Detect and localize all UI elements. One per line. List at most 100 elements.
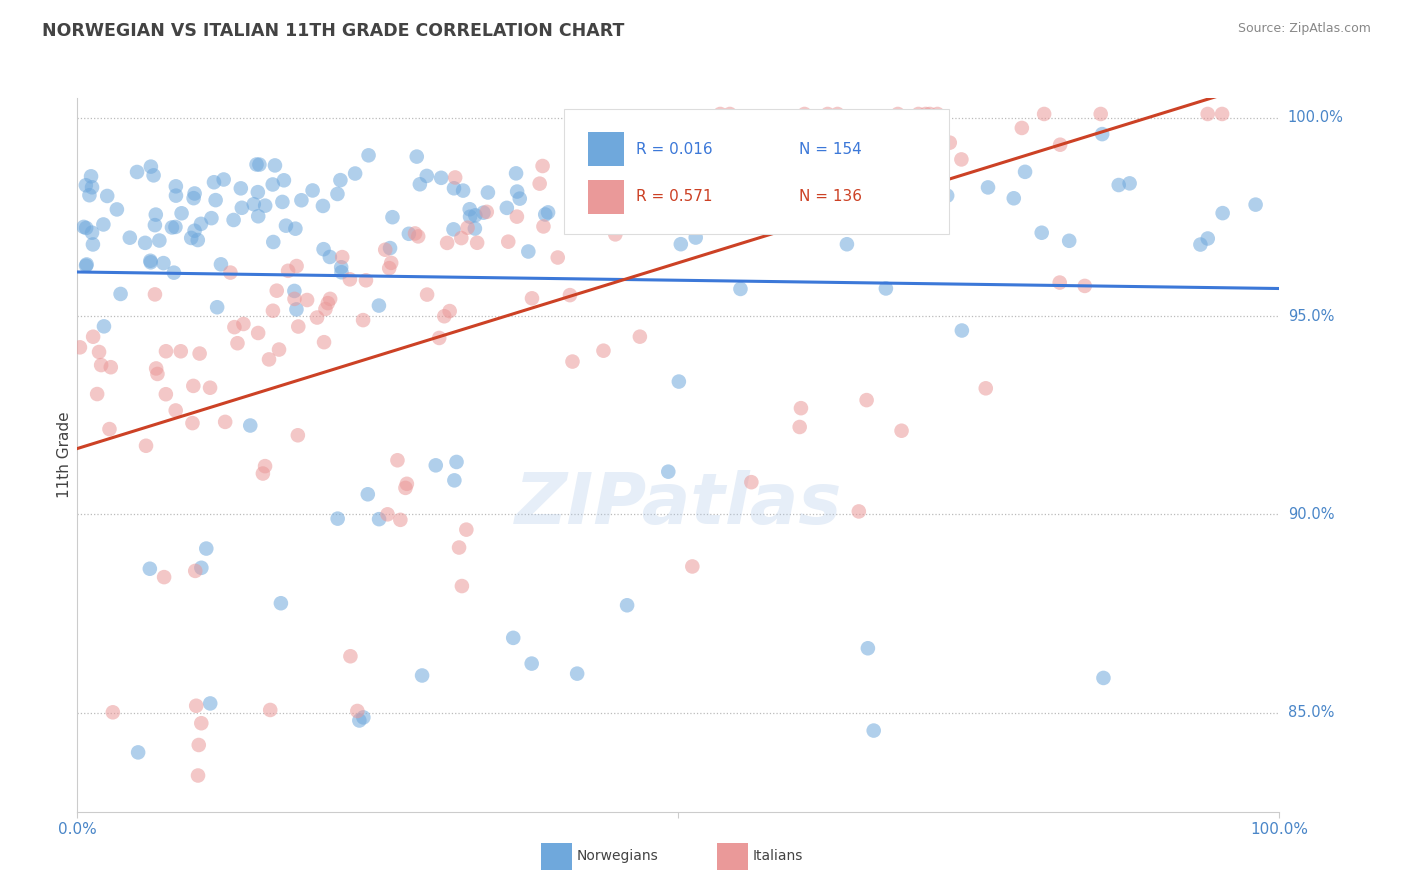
Point — [148, 234, 170, 248]
Point — [472, 205, 495, 219]
Y-axis label: 11th Grade: 11th Grade — [56, 411, 72, 499]
Point — [155, 344, 177, 359]
Point — [406, 229, 429, 244]
Point — [98, 422, 121, 436]
Point — [1189, 237, 1212, 252]
Point — [139, 562, 162, 576]
Point — [692, 150, 714, 164]
Point — [187, 233, 209, 247]
Point — [533, 219, 555, 234]
Point — [752, 153, 775, 168]
Point — [1014, 165, 1036, 179]
Point — [517, 244, 540, 259]
Point — [145, 361, 167, 376]
Point — [229, 181, 252, 195]
Point — [163, 266, 186, 280]
Point — [69, 340, 91, 354]
Point — [914, 107, 936, 121]
Point — [245, 157, 267, 171]
Point — [918, 107, 941, 121]
Point — [93, 218, 115, 232]
Point — [110, 287, 132, 301]
Point — [1197, 231, 1219, 245]
Point — [214, 415, 236, 429]
Point — [644, 179, 666, 194]
Point — [368, 299, 391, 313]
Point — [927, 107, 949, 121]
Point — [592, 343, 614, 358]
Point — [231, 201, 253, 215]
Point — [224, 320, 246, 334]
Point — [75, 178, 97, 193]
Point — [446, 455, 468, 469]
Point — [329, 173, 352, 187]
Point — [284, 221, 307, 235]
Point — [789, 420, 811, 434]
Point — [589, 191, 612, 205]
Point — [287, 428, 309, 442]
Point — [1108, 178, 1130, 192]
Point — [496, 235, 519, 249]
Point — [1212, 206, 1234, 220]
Point — [212, 172, 235, 186]
Point — [685, 230, 707, 244]
Bar — [588, 132, 624, 166]
Point — [247, 158, 270, 172]
Point — [344, 167, 367, 181]
Point — [855, 393, 877, 408]
Point — [950, 153, 973, 167]
Point — [271, 194, 294, 209]
Point — [274, 219, 297, 233]
Point — [184, 564, 207, 578]
Point — [181, 416, 204, 430]
Point — [125, 165, 148, 179]
Text: NORWEGIAN VS ITALIAN 11TH GRADE CORRELATION CHART: NORWEGIAN VS ITALIAN 11TH GRADE CORRELAT… — [42, 22, 624, 40]
Point — [707, 191, 730, 205]
Point — [537, 205, 560, 219]
Point — [439, 304, 461, 318]
Point — [658, 197, 681, 211]
Point — [858, 186, 880, 200]
Point — [1118, 177, 1140, 191]
Point — [793, 107, 815, 121]
Point — [425, 458, 447, 473]
Point — [100, 360, 122, 375]
Point — [339, 272, 361, 286]
Point — [1092, 671, 1115, 685]
Point — [368, 512, 391, 526]
Point — [436, 235, 458, 250]
Point — [195, 541, 218, 556]
Point — [170, 344, 193, 359]
Point — [262, 235, 284, 249]
Point — [143, 287, 166, 301]
Point — [495, 201, 517, 215]
Point — [451, 579, 474, 593]
Point — [561, 354, 583, 368]
Point — [405, 150, 427, 164]
Point — [246, 185, 269, 199]
Point — [262, 303, 284, 318]
Point — [465, 235, 488, 250]
Point — [1002, 191, 1025, 205]
Point — [139, 255, 162, 269]
Point — [848, 504, 870, 518]
Point — [502, 631, 524, 645]
Point — [711, 153, 734, 168]
Point — [395, 476, 418, 491]
Point — [187, 768, 209, 782]
Point — [475, 205, 498, 219]
Point — [339, 649, 361, 664]
Point — [252, 467, 274, 481]
Point — [259, 703, 281, 717]
Point — [96, 189, 118, 203]
Point — [160, 220, 183, 235]
Point — [165, 179, 187, 194]
Point — [456, 523, 478, 537]
Point — [380, 256, 402, 270]
Point — [76, 257, 98, 271]
Point — [247, 326, 270, 340]
Point — [75, 259, 97, 273]
Point — [87, 345, 110, 359]
Point — [451, 184, 474, 198]
Point — [669, 237, 692, 252]
